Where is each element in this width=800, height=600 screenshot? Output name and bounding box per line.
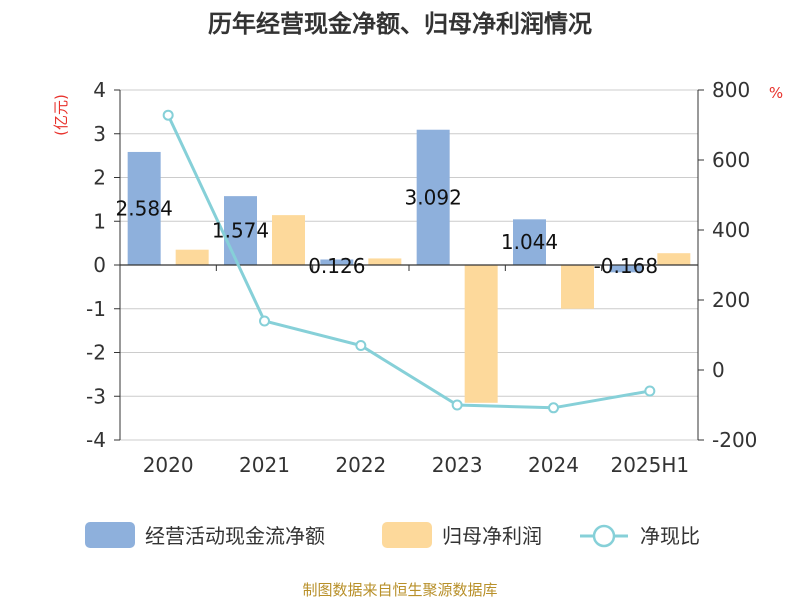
data-label-cashflow: 1.574 bbox=[212, 219, 269, 243]
bar-cashflow bbox=[320, 259, 354, 265]
bar-cashflow bbox=[513, 219, 546, 265]
ratio-point bbox=[259, 315, 270, 327]
bar-profit bbox=[272, 215, 305, 265]
ratio-point bbox=[451, 399, 463, 411]
legend-label-cashflow: 经营活动现金流净额 bbox=[145, 524, 325, 548]
tick-labels: 4 3 2 1 0 -1 -2 -3 -4 800 600 400 200 0 -200 2020 2021 20… bbox=[86, 78, 757, 477]
x-tick-label: 2021 bbox=[239, 453, 290, 477]
x-tick-label: 2020 bbox=[143, 453, 194, 477]
legend-marker-ratio bbox=[592, 524, 616, 548]
left-tick-label: -2 bbox=[86, 341, 106, 365]
legend-label-ratio: 净现比 bbox=[640, 524, 700, 548]
legend-swatch-profit bbox=[382, 522, 432, 548]
ratio-point bbox=[644, 385, 656, 397]
right-tick-label: -200 bbox=[712, 428, 757, 452]
data-label-cashflow: -0.168 bbox=[594, 254, 658, 278]
source-note: 制图数据来自恒生聚源数据库 bbox=[302, 581, 497, 599]
left-tick-label: -1 bbox=[86, 297, 106, 321]
bar-profit bbox=[464, 265, 498, 403]
ratio-point bbox=[548, 402, 559, 414]
bar-profit bbox=[368, 258, 402, 265]
data-label-cashflow: 3.092 bbox=[405, 185, 462, 209]
legend: 经营活动现金流净额 归母净利润 净现比 bbox=[85, 522, 700, 548]
x-tick-label: 2024 bbox=[528, 453, 579, 477]
bar-cashflow bbox=[224, 196, 257, 265]
left-tick-label: 0 bbox=[93, 253, 106, 277]
axes bbox=[114, 89, 704, 441]
bar-profit bbox=[175, 249, 209, 265]
chart-title: 历年经营现金净额、归母净利润情况 bbox=[208, 10, 592, 38]
x-tick-label: 2023 bbox=[432, 453, 483, 477]
left-tick-label: 3 bbox=[93, 122, 106, 146]
right-tick-label: 200 bbox=[712, 288, 750, 312]
bar-cashflow bbox=[609, 265, 643, 273]
ratio-point bbox=[355, 340, 367, 351]
legend-label-profit: 归母净利润 bbox=[442, 524, 542, 548]
left-tick-label: 1 bbox=[93, 209, 106, 233]
bars bbox=[127, 129, 691, 403]
ratio-point bbox=[162, 109, 174, 121]
ratio-line bbox=[162, 109, 656, 414]
right-tick-label: 600 bbox=[712, 148, 750, 172]
bar-cashflow bbox=[127, 151, 161, 265]
left-axis-unit: (亿元) bbox=[52, 94, 70, 136]
right-tick-label: 800 bbox=[712, 78, 750, 102]
x-tick-label: 2025H1 bbox=[610, 453, 689, 477]
data-labels: 2.584 1.574 0.126 3.092 1.044 -0.168 bbox=[116, 185, 659, 278]
left-tick-label: -3 bbox=[86, 384, 106, 408]
right-tick-label: 0 bbox=[712, 358, 725, 382]
right-tick-label: 400 bbox=[712, 218, 750, 242]
x-tick-label: 2022 bbox=[335, 453, 386, 477]
ratio-polyline bbox=[166, 114, 651, 410]
left-tick-label: 2 bbox=[93, 166, 106, 190]
legend-swatch-cashflow bbox=[85, 522, 135, 548]
bar-profit bbox=[657, 253, 691, 265]
right-axis-unit: % bbox=[769, 84, 783, 102]
left-tick-label: -4 bbox=[86, 428, 106, 452]
data-label-cashflow: 1.044 bbox=[501, 230, 558, 254]
data-label-cashflow: 2.584 bbox=[116, 196, 173, 220]
bar-profit bbox=[561, 265, 594, 309]
bar-cashflow bbox=[416, 129, 450, 265]
data-label-cashflow: 0.126 bbox=[308, 254, 365, 278]
left-tick-label: 4 bbox=[93, 78, 106, 102]
